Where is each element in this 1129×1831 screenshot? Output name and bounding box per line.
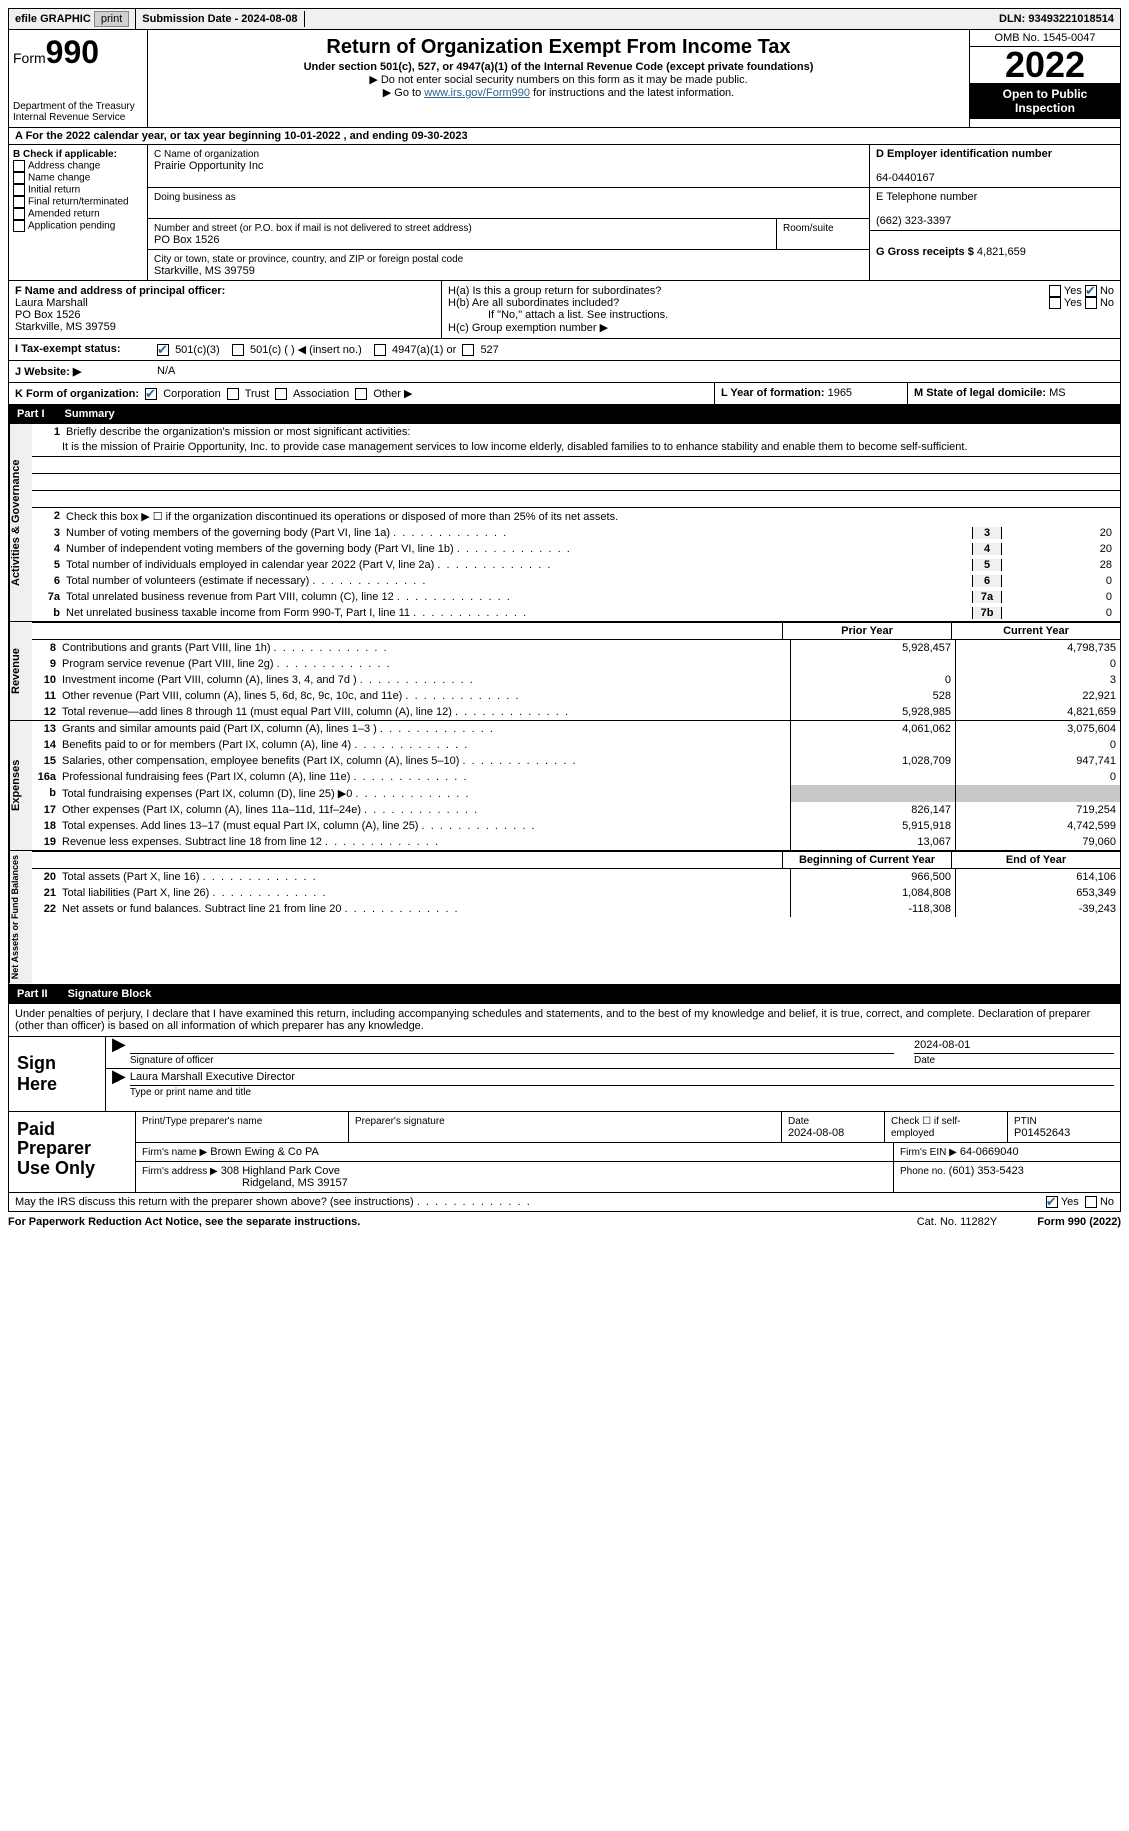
efile-label: efile GRAPHIC print: [9, 9, 136, 29]
line-12: 12Total revenue—add lines 8 through 11 (…: [32, 704, 1120, 720]
line-20: 20Total assets (Part X, line 16)966,5006…: [32, 869, 1120, 885]
row-k: K Form of organization: Corporation Trus…: [8, 383, 1121, 405]
line-11: 11Other revenue (Part VIII, column (A), …: [32, 688, 1120, 704]
tax-501c3[interactable]: [157, 344, 169, 356]
line-16a: 16aProfessional fundraising fees (Part I…: [32, 769, 1120, 785]
line-21: 21Total liabilities (Part X, line 26)1,0…: [32, 885, 1120, 901]
row-j: J Website: ▶ N/A: [8, 361, 1121, 383]
checkbox-name-change[interactable]: [13, 172, 25, 184]
discuss-no[interactable]: [1085, 1196, 1097, 1208]
expenses-section: Expenses 13Grants and similar amounts pa…: [8, 721, 1121, 851]
ein: 64-0440167: [876, 172, 935, 184]
governance-section: Activities & Governance 1Briefly describ…: [8, 424, 1121, 622]
tax-year: 2022: [970, 47, 1120, 83]
gross-receipts: 4,821,659: [977, 246, 1026, 258]
line-4: 4Number of independent voting members of…: [32, 541, 1120, 557]
vtab-netassets: Net Assets or Fund Balances: [9, 851, 32, 983]
dept-label: Department of the Treasury: [13, 101, 143, 112]
declaration: Under penalties of perjury, I declare th…: [9, 1004, 1120, 1037]
part2-header: Part II Signature Block: [8, 985, 1121, 1004]
org-address: PO Box 1526: [154, 234, 219, 246]
checkbox-initial-return[interactable]: [13, 184, 25, 196]
note-ssn: ▶ Do not enter social security numbers o…: [156, 73, 961, 86]
line-17: 17Other expenses (Part IX, column (A), l…: [32, 802, 1120, 818]
tax-501c[interactable]: [232, 344, 244, 356]
org-city: Starkville, MS 39759: [154, 265, 255, 277]
row-i: I Tax-exempt status: 501(c)(3) 501(c) ( …: [8, 339, 1121, 361]
line-7a: 7aTotal unrelated business revenue from …: [32, 589, 1120, 605]
line-13: 13Grants and similar amounts paid (Part …: [32, 721, 1120, 737]
col-h: H(a) Is this a group return for subordin…: [442, 281, 1120, 338]
col-b: B Check if applicable: Address change Na…: [9, 145, 148, 280]
line-8: 8Contributions and grants (Part VIII, li…: [32, 640, 1120, 656]
tax-4947[interactable]: [374, 344, 386, 356]
checkbox-final-return[interactable]: [13, 196, 25, 208]
line-18: 18Total expenses. Add lines 13–17 (must …: [32, 818, 1120, 834]
checkbox-amended[interactable]: [13, 208, 25, 220]
form-header: Form990 Department of the Treasury Inter…: [8, 30, 1121, 128]
form-title: Return of Organization Exempt From Incom…: [156, 36, 961, 59]
preparer-label: Paid Preparer Use Only: [9, 1112, 135, 1192]
hb-no[interactable]: [1085, 297, 1097, 309]
form-corp[interactable]: [145, 388, 157, 400]
phone: (662) 323-3397: [876, 215, 951, 227]
line-9: 9Program service revenue (Part VIII, lin…: [32, 656, 1120, 672]
line-15: 15Salaries, other compensation, employee…: [32, 753, 1120, 769]
form-number: Form990: [13, 34, 143, 71]
irs-link[interactable]: www.irs.gov/Form990: [424, 87, 530, 99]
vtab-governance: Activities & Governance: [9, 424, 32, 621]
form-trust[interactable]: [227, 388, 239, 400]
irs-label: Internal Revenue Service: [13, 112, 143, 123]
tax-527[interactable]: [462, 344, 474, 356]
line-5: 5Total number of individuals employed in…: [32, 557, 1120, 573]
line-3: 3Number of voting members of the governi…: [32, 525, 1120, 541]
sign-here-label: Sign Here: [9, 1037, 105, 1111]
signature-block: Under penalties of perjury, I declare th…: [8, 1004, 1121, 1212]
col-f: F Name and address of principal officer:…: [9, 281, 442, 338]
section-bcd: B Check if applicable: Address change Na…: [8, 145, 1121, 281]
form-subtitle: Under section 501(c), 527, or 4947(a)(1)…: [156, 61, 961, 73]
line-10: 10Investment income (Part VIII, column (…: [32, 672, 1120, 688]
topbar: efile GRAPHIC print Submission Date - 20…: [8, 8, 1121, 30]
note-link: ▶ Go to www.irs.gov/Form990 for instruct…: [156, 86, 961, 99]
revenue-section: Revenue Prior YearCurrent Year 8Contribu…: [8, 622, 1121, 721]
line-22: 22Net assets or fund balances. Subtract …: [32, 901, 1120, 917]
discuss-yes[interactable]: [1046, 1196, 1058, 1208]
vtab-expenses: Expenses: [9, 721, 32, 850]
ha-yes[interactable]: [1049, 285, 1061, 297]
print-button[interactable]: print: [94, 11, 129, 27]
dln: DLN: 93493221018514: [993, 11, 1120, 27]
ha-no[interactable]: [1085, 285, 1097, 297]
row-a: A For the 2022 calendar year, or tax yea…: [8, 128, 1121, 145]
checkbox-pending[interactable]: [13, 220, 25, 232]
form-assoc[interactable]: [275, 388, 287, 400]
org-name: Prairie Opportunity Inc: [154, 160, 263, 172]
part1-header: Part I Summary: [8, 405, 1121, 424]
line-b: bTotal fundraising expenses (Part IX, co…: [32, 785, 1120, 802]
netassets-section: Net Assets or Fund Balances Beginning of…: [8, 851, 1121, 984]
line-7b: bNet unrelated business taxable income f…: [32, 605, 1120, 621]
section-fgh: F Name and address of principal officer:…: [8, 281, 1121, 339]
line-19: 19Revenue less expenses. Subtract line 1…: [32, 834, 1120, 850]
open-inspection: Open to Public Inspection: [970, 83, 1120, 119]
checkbox-address-change[interactable]: [13, 160, 25, 172]
form-other[interactable]: [355, 388, 367, 400]
hb-yes[interactable]: [1049, 297, 1061, 309]
col-c: C Name of organizationPrairie Opportunit…: [148, 145, 869, 280]
line-6: 6Total number of volunteers (estimate if…: [32, 573, 1120, 589]
footer: For Paperwork Reduction Act Notice, see …: [8, 1212, 1121, 1228]
line-14: 14Benefits paid to or for members (Part …: [32, 737, 1120, 753]
vtab-revenue: Revenue: [9, 622, 32, 720]
mission-text: It is the mission of Prairie Opportunity…: [32, 440, 1120, 457]
submission-date: Submission Date - 2024-08-08: [136, 11, 304, 27]
col-d: D Employer identification number64-04401…: [869, 145, 1120, 280]
